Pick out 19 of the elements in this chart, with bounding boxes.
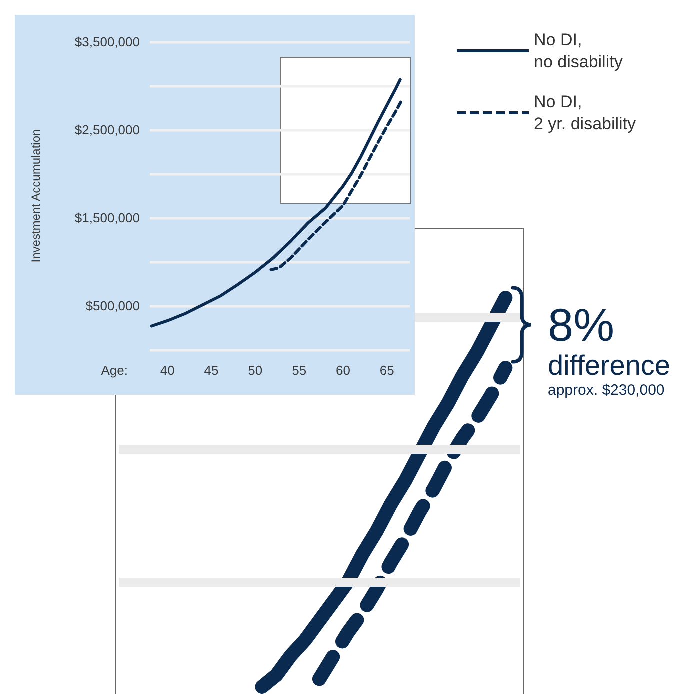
y-tick-label: $1,500,000 [74,210,140,226]
x-tick-label: 65 [380,363,394,378]
y-tick-label: $3,500,000 [74,34,140,50]
x-tick-label: 55 [292,363,307,378]
legend-label: No DI, no disability [534,30,624,72]
x-tick-label: 45 [204,363,219,378]
x-tick-label: 40 [160,363,175,378]
legend-label: No DI, 2 yr. disability [534,92,637,134]
x-tick-label: 50 [248,363,263,378]
text: difference [548,350,670,382]
line-series [150,78,402,328]
line-series [270,98,404,272]
text: approx. $230,000 [548,382,666,400]
x-tick-label: 60 [336,363,350,378]
y-tick-label: $500,000 [86,298,140,314]
x-axis-title: Age: [101,363,128,378]
y-tick-label: $2,500,000 [74,122,140,138]
text: 8% [548,299,616,351]
y-axis-title: Investment Accumulation [29,129,43,263]
